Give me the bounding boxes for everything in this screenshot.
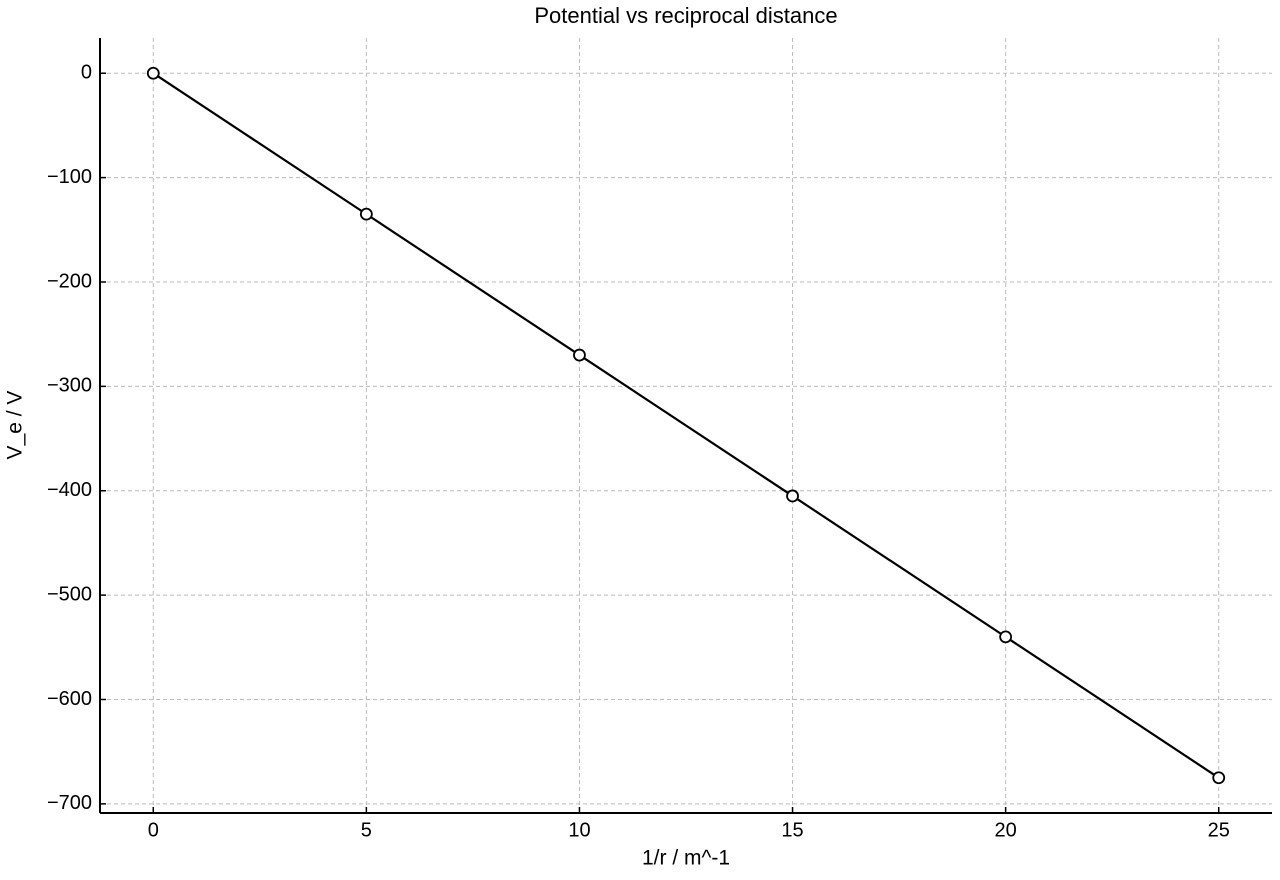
marker bbox=[573, 348, 586, 362]
y-tick-label: −700 bbox=[47, 792, 92, 814]
x-tick-label: 20 bbox=[995, 819, 1017, 841]
y-tick-label: −600 bbox=[47, 688, 92, 710]
y-axis-label: V_e / V bbox=[4, 391, 27, 460]
line bbox=[152, 72, 1220, 779]
marker bbox=[359, 207, 373, 221]
y-tick-label: 0 bbox=[81, 62, 92, 84]
x-axis-label: 1/r / m^-1 bbox=[642, 847, 730, 870]
x-tick-label: 15 bbox=[781, 819, 803, 841]
y-tick-label: −500 bbox=[47, 583, 92, 605]
marker bbox=[1212, 771, 1226, 785]
y-tick-label: −400 bbox=[47, 479, 92, 501]
x-tick-label: 25 bbox=[1208, 819, 1230, 841]
marker bbox=[999, 630, 1013, 644]
x-tick-label: 10 bbox=[568, 819, 590, 841]
x-tick-label: 0 bbox=[148, 819, 159, 841]
y-tick-label: −100 bbox=[47, 166, 92, 188]
y-tick-label: −300 bbox=[47, 375, 92, 397]
marker bbox=[786, 489, 799, 503]
chart-title: Potential vs reciprocal distance bbox=[534, 3, 837, 28]
x-tick-label: 5 bbox=[361, 819, 372, 841]
y-tick-label: −200 bbox=[47, 270, 92, 292]
marker bbox=[146, 66, 160, 80]
